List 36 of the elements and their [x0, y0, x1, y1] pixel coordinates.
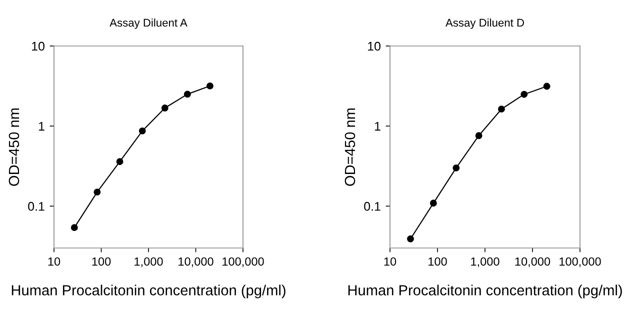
y-axis-title: OD=450 nm: [8, 108, 20, 186]
point: [184, 90, 191, 98]
x-tick-label: 100: [92, 257, 111, 266]
point: [520, 90, 528, 98]
chart-title: Assay Diluent D: [446, 18, 524, 29]
x-tick-label: 10,000: [515, 257, 550, 268]
y-tick-label: 1: [374, 122, 380, 131]
chart-title: Assay Diluent A: [110, 18, 188, 29]
y-tick-label: 10: [32, 42, 44, 51]
y-axis-title: OD=450 nm: [344, 108, 356, 186]
x-tick-label: 100,000: [560, 257, 601, 268]
point: [543, 82, 550, 90]
x-axis-title: Human Procalcitonin concentration (pg/ml): [348, 284, 622, 298]
point: [94, 188, 101, 196]
x-tick-label: 1,000: [134, 257, 163, 268]
y-tick-label: 10: [368, 42, 380, 51]
x-tick-label: 10: [384, 257, 396, 266]
x-axis-title: Human Procalcitonin concentration (pg/ml): [12, 284, 286, 298]
x-tick-label: 100,000: [222, 257, 264, 268]
point: [161, 104, 168, 112]
y-tick-label: 1: [38, 122, 44, 131]
point: [116, 158, 124, 166]
point: [206, 82, 214, 90]
point: [430, 200, 437, 207]
x-tick-label: 1,000: [471, 257, 500, 268]
x-tick-label: 100: [428, 257, 447, 266]
point: [70, 224, 78, 232]
point: [475, 132, 482, 140]
point: [498, 106, 505, 113]
x-tick-label: 10,000: [178, 257, 214, 268]
y-tick-label: 0.1: [364, 202, 380, 211]
y-tick-label: 0.1: [28, 202, 44, 211]
x-tick-label: 10: [48, 257, 60, 266]
point: [138, 127, 146, 134]
point: [452, 164, 460, 172]
point: [407, 235, 414, 242]
